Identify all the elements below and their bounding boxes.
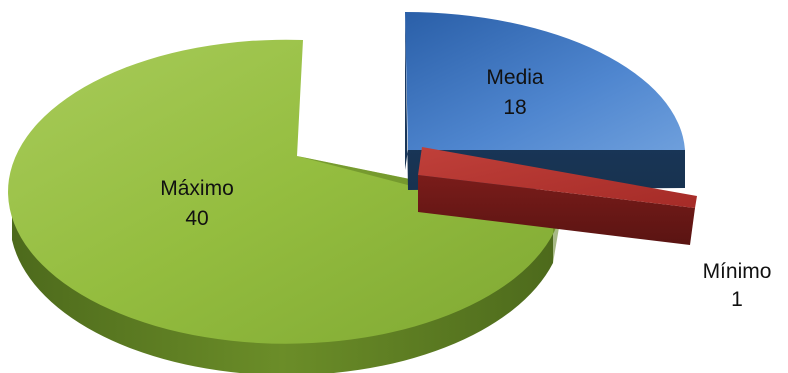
slice-minimo-top (418, 147, 697, 208)
label-maximo-name: Máximo (160, 177, 234, 200)
slice-maximo-top (8, 39, 562, 344)
label-minimo-value: 1 (731, 288, 743, 311)
label-maximo-value: 40 (185, 207, 208, 230)
slice-media-top (405, 11, 685, 151)
label-minimo-name: Mínimo (703, 260, 772, 283)
slice-maximo-side (12, 200, 553, 373)
label-media-value: 18 (503, 96, 526, 119)
label-media-name: Media (486, 66, 544, 89)
slice-minimo (418, 147, 697, 245)
slice-minimo-side (418, 175, 695, 245)
